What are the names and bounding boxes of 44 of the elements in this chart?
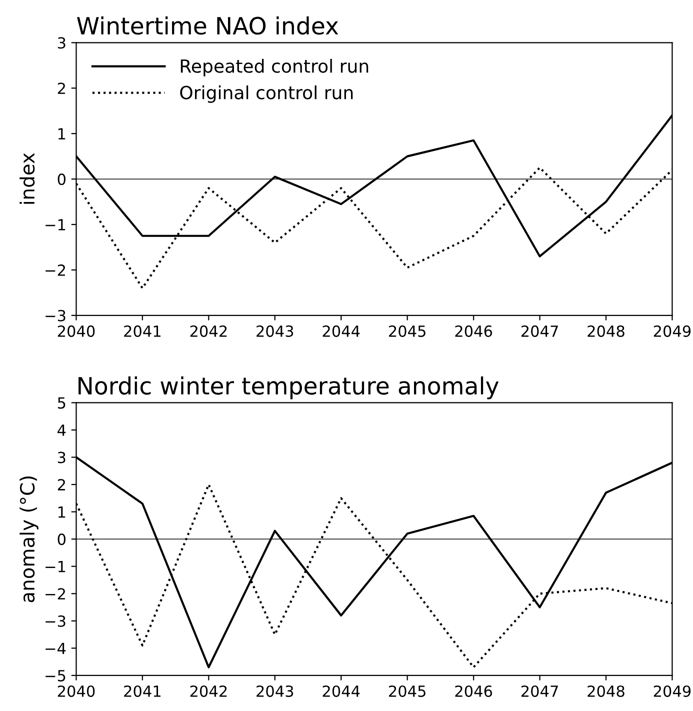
x-tick-label: 2047 [521,325,558,337]
x-tick-label: 2048 [588,685,624,697]
x-tick-label: 2040 [58,685,95,697]
x-tick-label: 2047 [521,685,558,697]
legend-label: Repeated control run [180,58,368,76]
y-tick-label: −1 [46,561,66,572]
x-tick-label: 2049 [654,685,691,697]
y-tick-label: 2 [58,82,65,94]
x-tick-label: 2040 [58,325,95,337]
y-tick-label: 2 [58,478,65,490]
x-tick-label: 2045 [389,685,426,697]
x-tick-label: 2045 [389,325,426,337]
chart-title: Wintertime NAO index [77,16,338,35]
x-tick-label: 2044 [322,685,360,697]
y-tick-label: −5 [46,670,66,682]
y-tick-label: −1 [46,219,66,230]
x-tick-label: 2046 [455,685,492,697]
x-tick-label: 2049 [654,325,691,337]
x-tick-label: 2042 [190,325,227,337]
y-tick-label: 5 [58,397,66,409]
y-tick-label: 1 [58,128,66,140]
x-tick-label: 2043 [256,325,294,337]
y-axis-title: index [20,153,35,204]
x-tick-label: 2042 [190,685,227,697]
x-tick-label: 2041 [124,325,160,337]
y-tick-label: 1 [58,506,66,518]
y-tick-label: −2 [46,588,65,600]
legend-label: Original control run [180,85,353,103]
x-tick-label: 2043 [256,685,294,697]
x-tick-label: 2046 [455,325,492,337]
y-tick-label: 4 [58,424,66,436]
y-tick-label: −3 [46,615,66,627]
y-tick-label: 3 [58,37,66,49]
x-tick-label: 2048 [588,325,624,337]
y-tick-label: 0 [58,534,66,546]
y-tick-label: 3 [58,452,66,464]
y-tick-label: −4 [46,642,66,654]
y-tick-label: 0 [58,174,66,186]
y-axis-title: anomaly (°C) [20,476,38,602]
chart-title: Nordic winter temperature anomaly [78,376,499,400]
x-tick-label: 2041 [124,685,160,697]
y-tick-label: −2 [46,264,65,276]
y-tick-label: −3 [46,310,66,322]
x-tick-label: 2044 [322,325,360,337]
